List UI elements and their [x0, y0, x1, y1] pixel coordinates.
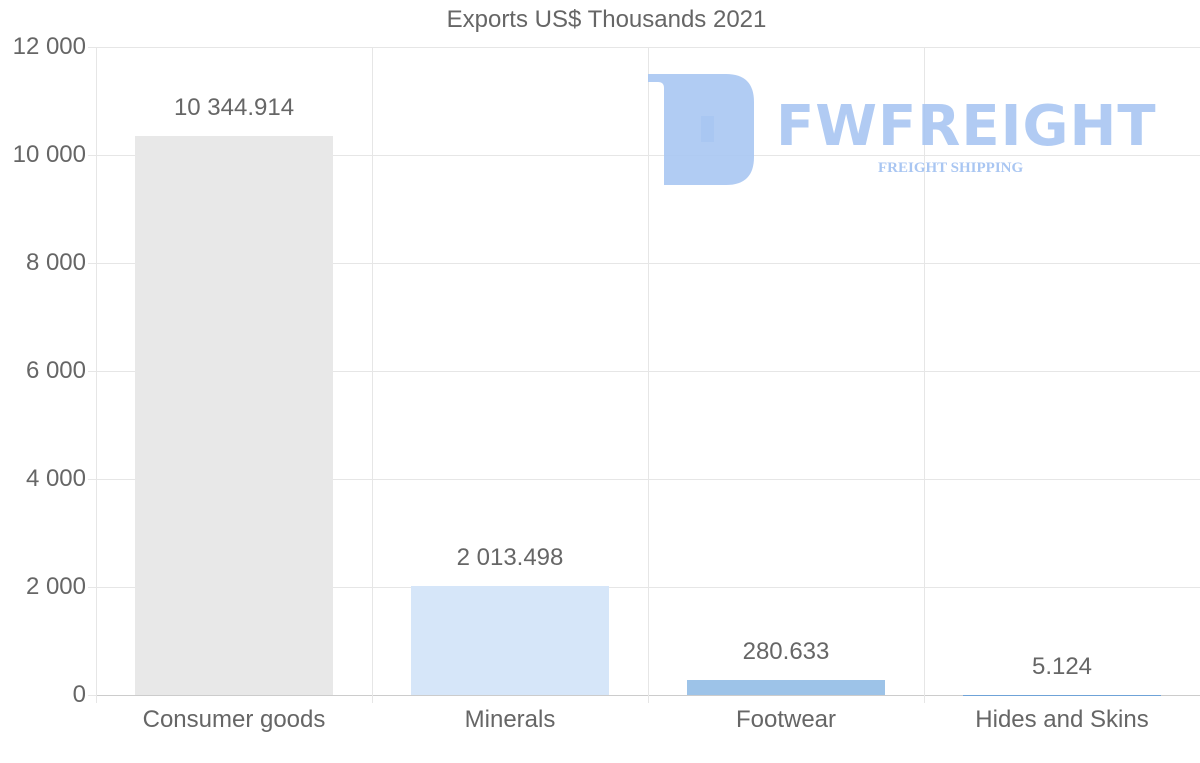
- y-tick-label: 8 000: [25, 249, 86, 276]
- y-tick-label: 0: [72, 681, 86, 708]
- bar-consumer-goods[interactable]: [135, 136, 333, 695]
- value-label: 280.633: [742, 637, 830, 665]
- gridline-x: [924, 47, 925, 703]
- gridline-x: [648, 47, 649, 703]
- y-tick-label: 10 000: [12, 141, 86, 168]
- y-tick-mark: [88, 371, 96, 372]
- chart-title: Exports US$ Thousands 2021: [446, 6, 767, 33]
- gridline-x: [96, 47, 97, 703]
- gridline-x: [372, 47, 373, 703]
- y-tick-label: 12 000: [12, 33, 86, 60]
- x-tick-label: Hides and Skins: [975, 706, 1149, 733]
- value-label: 10 344.914: [173, 94, 295, 122]
- bar-footwear[interactable]: [687, 679, 885, 695]
- y-tick-mark: [88, 479, 96, 480]
- x-tick-label: Minerals: [464, 706, 556, 733]
- plot-area: 0 2 000 4 000 6 000 8 000 10 000 12 000 10 344.…: [13, 33, 1200, 708]
- y-tick-mark: [88, 47, 96, 48]
- y-tick-mark: [88, 155, 96, 156]
- value-label: 2 013.498: [456, 544, 564, 572]
- y-tick-label: 4 000: [25, 465, 86, 492]
- y-tick-mark: [88, 587, 96, 588]
- y-tick-label: 2 000: [25, 573, 86, 600]
- y-tick-mark: [88, 263, 96, 264]
- y-tick-label: 6 000: [25, 357, 86, 384]
- x-tick-label: Consumer goods: [142, 706, 326, 733]
- bar-minerals[interactable]: [411, 586, 609, 695]
- value-label: 5.124: [1031, 652, 1093, 680]
- y-tick-mark: [88, 695, 96, 696]
- x-tick-label: Footwear: [735, 706, 837, 733]
